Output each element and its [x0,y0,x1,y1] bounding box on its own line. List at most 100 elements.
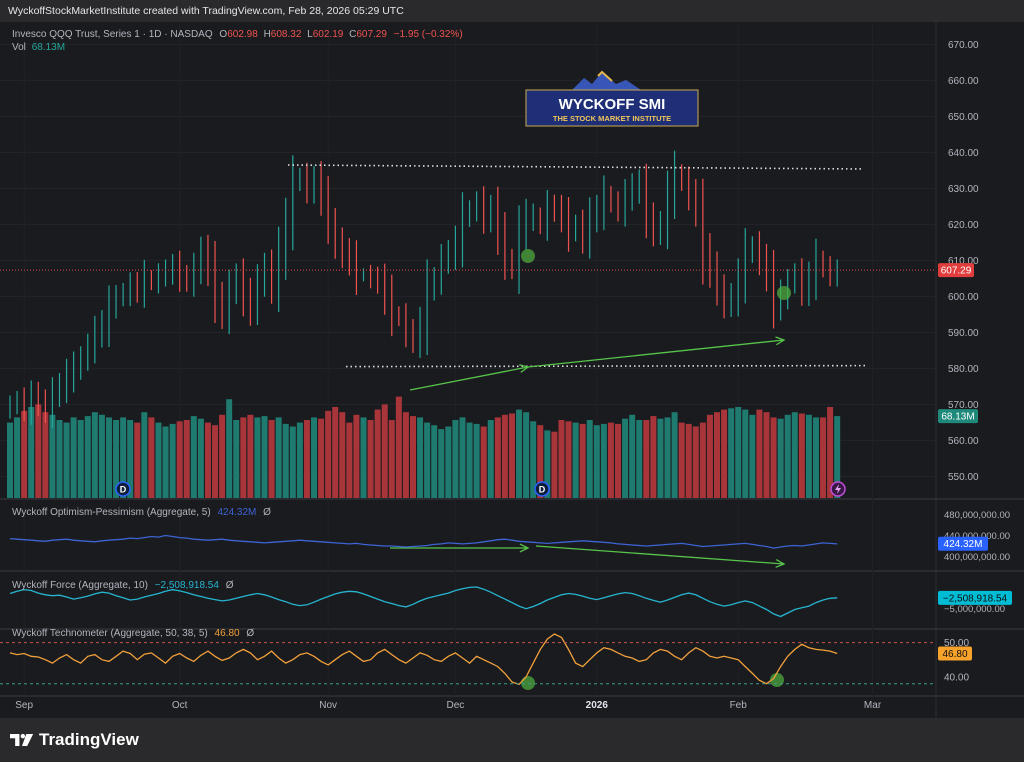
volume-bar [374,409,381,498]
volume-bar [565,421,572,498]
volume-bar [671,412,678,498]
dividend-marker-label: D [120,485,127,495]
volume-bar [650,416,657,498]
price-tick-label: 630.00 [948,184,979,195]
tradingview-wordmark: TradingView [39,730,139,749]
volume-bar [303,420,310,498]
volume-bar [763,412,770,498]
volume-bar [523,412,530,498]
volume-bar [381,404,388,498]
time-tick-label: Mar [864,700,882,711]
force-badge-text: −2,508,918.54 [943,593,1008,604]
volume-bar [629,414,636,498]
wyckoff-logo: WYCKOFF SMI THE STOCK MARKET INSTITUTE [525,70,699,127]
volume-bar [311,417,318,498]
volume-bar [367,420,374,498]
volume-bar [706,414,713,498]
volume-bar [600,423,607,498]
dividend-marker-1[interactable]: D [115,481,131,497]
volume-bar [473,423,480,498]
volume-bar [699,422,706,498]
force-line [9,586,838,618]
volume-bar [756,409,763,498]
volume-bar [827,407,834,498]
volume-bar [586,420,593,498]
time-tick-label: Dec [447,700,465,711]
volume-bar [282,423,289,498]
op-line [9,534,838,549]
volume-bar [643,420,650,498]
tech-value: 46.80 [215,628,240,639]
volume-bar [28,407,35,498]
volume-bar [42,412,49,498]
volume-bar [120,417,127,498]
price-tick-label: 660.00 [948,76,979,87]
volume-bar [346,422,353,498]
volume-bar [197,418,204,498]
volume-bar [169,423,176,498]
tradingview-brand[interactable]: TradingView [10,730,139,750]
volume-bar [7,422,13,498]
volume-legend: Vol 68.13M [12,42,65,53]
price-axis[interactable]: 550.00 560.00 570.00 580.00 590.00 600.00 610.… [938,40,1012,683]
volume-bar [636,420,643,498]
volume-bar [176,421,183,498]
support-line [345,364,869,368]
volume-bar [339,412,346,498]
price-tick-label: 600.00 [948,292,979,303]
mountain-highlight-icon [597,70,613,82]
price-tick-label: 580.00 [948,364,979,375]
time-tick-label: Oct [172,700,188,711]
tech-tick-label: 50.00 [944,638,969,649]
volume-bar [98,414,105,498]
volume-bar [431,425,438,498]
volume-value: 68.13M [32,42,65,53]
dividend-marker-circle[interactable] [115,481,131,497]
volume-bar [134,422,141,498]
highlight-circle-2 [777,286,791,300]
volume-bar [113,420,120,498]
dividend-marker-2[interactable]: D [534,481,550,497]
price-tick-label: 650.00 [948,112,979,123]
op-arrow-down [535,545,785,565]
volume-bar [721,409,728,498]
volume-bars [7,396,841,498]
op-arrow-down-head [775,558,786,568]
volume-bar [438,429,445,498]
volume-bar [791,412,798,498]
logo-title: WYCKOFF SMI [559,96,666,113]
time-axis[interactable]: Sep Oct Nov Dec 2026 Feb Mar [15,700,882,711]
volume-bar [714,412,720,498]
volume-bar [501,414,508,498]
volume-bar [487,420,494,498]
volume-bar [615,423,622,498]
force-badge [938,590,1012,605]
volume-bar [551,431,558,498]
volume-bar [105,417,112,498]
volume-bar [388,420,395,498]
footer-bar: TradingView [0,718,1024,762]
mountain-icon [570,72,644,92]
volume-bar [749,414,756,498]
volume-bar [805,414,812,498]
tech-legend: Wyckoff Technometer (Aggregate, 50, 38, … [12,628,254,639]
volume-bar [777,418,784,498]
earnings-marker[interactable] [830,481,846,497]
volume-bar [537,425,544,498]
volume-bar [275,417,282,498]
highlight-circle-1 [521,249,535,263]
resistance-line [287,164,865,170]
op-badge [938,536,988,551]
volume-bar [84,416,91,498]
volume-bar [56,420,63,498]
dividend-marker-circle[interactable] [534,481,550,497]
volume-bar [657,418,664,498]
op-tick-label: 480,000,000.00 [944,510,1010,521]
chart-area[interactable]: 550.00 560.00 570.00 580.00 590.00 600.00 610.… [0,22,1024,718]
volume-badge [938,409,978,424]
force-value: −2,508,918.54 [155,580,220,591]
lightning-icon [835,484,841,494]
volume-bar [49,414,56,498]
tradingview-logo-icon [10,733,34,746]
volume-bar [678,422,685,498]
